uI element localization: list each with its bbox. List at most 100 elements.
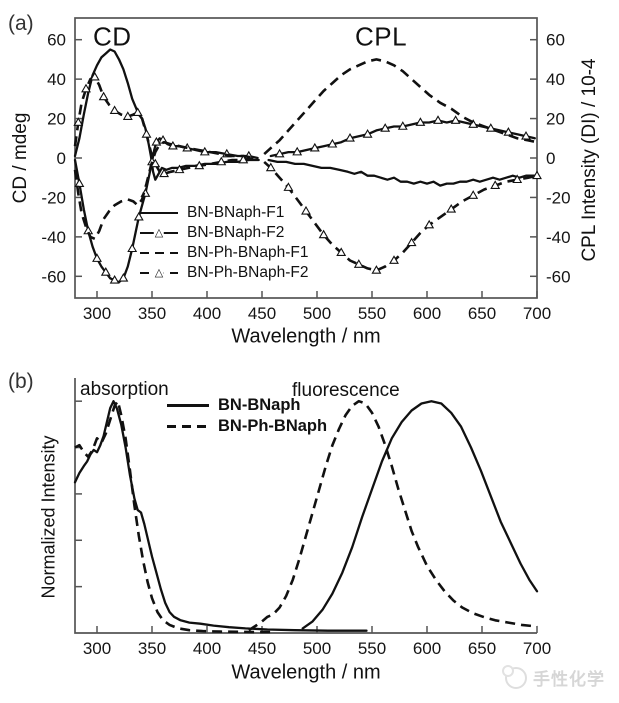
y-axis-title-cpl: CPL Intensity (DI) / 10-4 bbox=[579, 58, 600, 262]
x-tick-label: 700 bbox=[523, 639, 551, 658]
solid-line-triangle-swatch-icon: △ bbox=[140, 227, 178, 238]
curve-BN-BNaph-F1 bbox=[267, 158, 539, 187]
triangle-marker bbox=[238, 154, 249, 164]
legend-label: BN-BNaph-F1 bbox=[187, 204, 285, 221]
triangle-marker bbox=[216, 156, 227, 166]
x-tick-label: 350 bbox=[138, 639, 166, 658]
curve-BN-BNaph bbox=[301, 400, 539, 630]
triangle-marker bbox=[100, 267, 111, 276]
triangle-marker bbox=[73, 117, 84, 126]
triangle-marker bbox=[468, 190, 479, 199]
triangle-marker bbox=[98, 91, 109, 101]
annotation-absorption: absorption bbox=[80, 379, 169, 400]
curve-BN-BNaph bbox=[73, 400, 368, 632]
y-tick-label-right: 40 bbox=[546, 70, 565, 89]
y-tick-label-right: -60 bbox=[546, 267, 571, 286]
triangle-marker bbox=[389, 255, 399, 264]
triangle-marker bbox=[490, 180, 501, 189]
legend-label: BN-Ph-BNaph-F1 bbox=[187, 244, 309, 261]
triangle-marker bbox=[159, 168, 170, 178]
x-tick-label: 300 bbox=[83, 639, 111, 658]
legend-panel-b: BN-BNaph BN-Ph-BNaph bbox=[167, 395, 327, 437]
y-tick-label-left: 60 bbox=[47, 31, 66, 50]
y-tick-label-left: 0 bbox=[57, 149, 66, 168]
watermark: 手性化学 bbox=[502, 664, 605, 690]
y-tick-label-right: 0 bbox=[546, 149, 555, 168]
watermark-logo-icon bbox=[502, 664, 527, 689]
triangle-marker bbox=[433, 115, 443, 124]
triangle-marker bbox=[397, 121, 408, 130]
triangle-marker bbox=[132, 107, 143, 116]
triangle-marker bbox=[109, 105, 120, 115]
triangle-marker bbox=[81, 83, 91, 93]
x-tick-label: 500 bbox=[303, 304, 331, 323]
curve-BN-Ph-BNaph-F1 bbox=[263, 58, 538, 156]
triangle-marker bbox=[118, 272, 129, 282]
solid-line-swatch-icon bbox=[140, 211, 178, 215]
triangle-marker bbox=[336, 247, 347, 256]
curve-BN-Ph-BNaph bbox=[248, 399, 538, 632]
x-tick-label: 650 bbox=[468, 304, 496, 323]
x-tick-label: 650 bbox=[468, 639, 496, 658]
triangle-marker bbox=[415, 117, 426, 126]
x-tick-label: 450 bbox=[248, 639, 276, 658]
legend-label: BN-BNaph-F2 bbox=[187, 224, 285, 241]
legend-item-bn-ph-bnaph: BN-Ph-BNaph bbox=[167, 416, 327, 437]
x-axis-title-panel-a: Wavelength / nm bbox=[231, 325, 381, 348]
y-axis-title-cd: CD / mdeg bbox=[10, 112, 31, 204]
y-tick-label-left: -40 bbox=[41, 228, 66, 247]
curve-BN-Ph-BNaph-F2 bbox=[263, 160, 538, 272]
triangle-marker bbox=[141, 129, 152, 138]
panel-a: 300 350 400 450 500 550 600 650 700-60 -60-40 -40-… bbox=[41, 17, 571, 323]
legend-item-bn-bnaph-f1: BN-BNaph-F1 bbox=[140, 203, 308, 223]
solid-line-swatch-icon bbox=[167, 404, 209, 407]
annotation-fluorescence: fluorescence bbox=[292, 380, 400, 401]
triangle-marker bbox=[274, 148, 285, 158]
curve-BN-Ph-BNaph bbox=[74, 399, 271, 634]
x-tick-label: 450 bbox=[248, 304, 276, 323]
legend-panel-a: BN-BNaph-F1 △ BN-BNaph-F2 BN-Ph-BNaph-F1… bbox=[140, 203, 308, 283]
y-tick-label-right: -40 bbox=[546, 228, 571, 247]
triangle-marker bbox=[309, 142, 320, 152]
triangle-marker bbox=[92, 253, 102, 262]
x-tick-label: 600 bbox=[413, 639, 441, 658]
triangle-marker bbox=[512, 174, 523, 184]
dashed-line-triangle-swatch-icon: △ bbox=[140, 267, 178, 278]
x-tick-label: 400 bbox=[193, 639, 221, 658]
triangle-marker bbox=[292, 146, 303, 156]
y-tick-label-left: -20 bbox=[41, 188, 66, 207]
x-tick-label: 300 bbox=[83, 304, 111, 323]
legend-label: BN-Ph-BNaph bbox=[218, 417, 328, 435]
triangle-marker bbox=[194, 160, 205, 170]
triangle-marker bbox=[345, 132, 355, 142]
y-tick-label-left: -60 bbox=[41, 267, 66, 286]
triangle-marker bbox=[424, 219, 435, 229]
x-tick-label: 600 bbox=[413, 304, 441, 323]
x-tick-label: 350 bbox=[138, 304, 166, 323]
triangle-marker bbox=[318, 229, 329, 239]
x-tick-label: 400 bbox=[193, 304, 221, 323]
triangle-marker bbox=[150, 158, 161, 168]
legend-label: BN-BNaph bbox=[218, 396, 301, 414]
triangle-marker bbox=[380, 123, 391, 132]
triangle-marker bbox=[353, 259, 364, 268]
dashed-line-swatch-icon bbox=[167, 425, 209, 428]
triangle-marker bbox=[74, 178, 85, 187]
triangle-marker bbox=[122, 111, 133, 120]
x-tick-label: 700 bbox=[523, 304, 551, 323]
y-tick-label-right: 60 bbox=[546, 31, 565, 50]
annotation-cd: CD bbox=[93, 21, 132, 52]
legend-label: BN-Ph-BNaph-F2 bbox=[187, 264, 309, 281]
x-tick-label: 500 bbox=[303, 639, 331, 658]
legend-item-bn-ph-bnaph-f2: △ BN-Ph-BNaph-F2 bbox=[140, 263, 308, 283]
triangle-marker bbox=[109, 274, 120, 284]
triangle-marker bbox=[371, 265, 382, 274]
y-tick-label-left: 20 bbox=[47, 110, 66, 129]
x-axis-title-panel-b: Wavelength / nm bbox=[231, 661, 381, 684]
triangle-marker bbox=[89, 71, 100, 81]
legend-item-bn-bnaph-f2: △ BN-BNaph-F2 bbox=[140, 223, 308, 243]
triangle-marker bbox=[532, 170, 542, 180]
triangle-marker bbox=[450, 115, 461, 124]
